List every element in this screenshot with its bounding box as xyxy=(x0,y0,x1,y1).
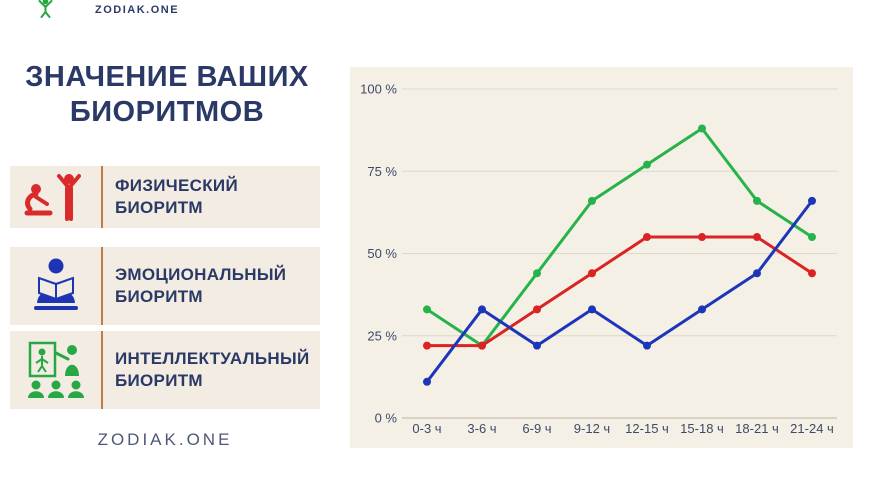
svg-text:0-3 ч: 0-3 ч xyxy=(412,421,441,436)
legend-divider xyxy=(101,166,103,228)
svg-text:100 %: 100 % xyxy=(360,82,397,97)
legend-item-emotional: ЭМОЦИОНАЛЬНЫЙ БИОРИТМ xyxy=(10,247,320,325)
legend-divider xyxy=(101,331,103,409)
svg-text:25 %: 25 % xyxy=(367,328,397,343)
svg-text:15-18 ч: 15-18 ч xyxy=(680,421,724,436)
legend-label-physical: ФИЗИЧЕСКИЙ БИОРИТМ xyxy=(115,175,238,217)
exercise-icon xyxy=(10,166,101,228)
legend-item-physical: ФИЗИЧЕСКИЙ БИОРИТМ xyxy=(10,166,320,228)
svg-text:6-9 ч: 6-9 ч xyxy=(522,421,551,436)
biorhythm-chart: 0 % 25 % 50 % 75 % 100 % 0-3 ч 3-6 ч 6-9 ч 9-12 … xyxy=(360,82,837,436)
svg-text:0 %: 0 % xyxy=(375,411,398,426)
logo-person-icon xyxy=(36,0,55,23)
svg-text:21-24 ч: 21-24 ч xyxy=(790,421,834,436)
chart-panel: 0 % 25 % 50 % 75 % 100 % 0-3 ч 3-6 ч 6-9 ч 9-12 … xyxy=(350,67,853,448)
svg-text:75 %: 75 % xyxy=(367,164,397,179)
page-title: ЗНАЧЕНИЕ ВАШИХ БИОРИТМОВ xyxy=(25,61,309,129)
footer-brand-text: ZODIAK.ONE xyxy=(97,430,233,449)
presentation-icon xyxy=(10,331,101,409)
legend-label-intellectual: ИНТЕЛЛЕКТУАЛЬНЫЙ БИОРИТМ xyxy=(115,348,310,390)
legend-label-emotional: ЭМОЦИОНАЛЬНЫЙ БИОРИТМ xyxy=(115,264,287,306)
svg-text:3-6 ч: 3-6 ч xyxy=(467,421,496,436)
svg-text:18-21 ч: 18-21 ч xyxy=(735,421,779,436)
legend-item-intellectual: ИНТЕЛЛЕКТУАЛЬНЫЙ БИОРИТМ xyxy=(10,331,320,409)
legend-divider xyxy=(101,247,103,325)
header-brand: ZODIAK.ONE xyxy=(36,0,179,20)
reading-person-icon xyxy=(10,247,101,325)
svg-text:50 %: 50 % xyxy=(367,246,397,261)
svg-text:12-15 ч: 12-15 ч xyxy=(625,421,669,436)
header-brand-text: ZODIAK.ONE xyxy=(95,4,180,16)
svg-text:9-12 ч: 9-12 ч xyxy=(574,421,610,436)
